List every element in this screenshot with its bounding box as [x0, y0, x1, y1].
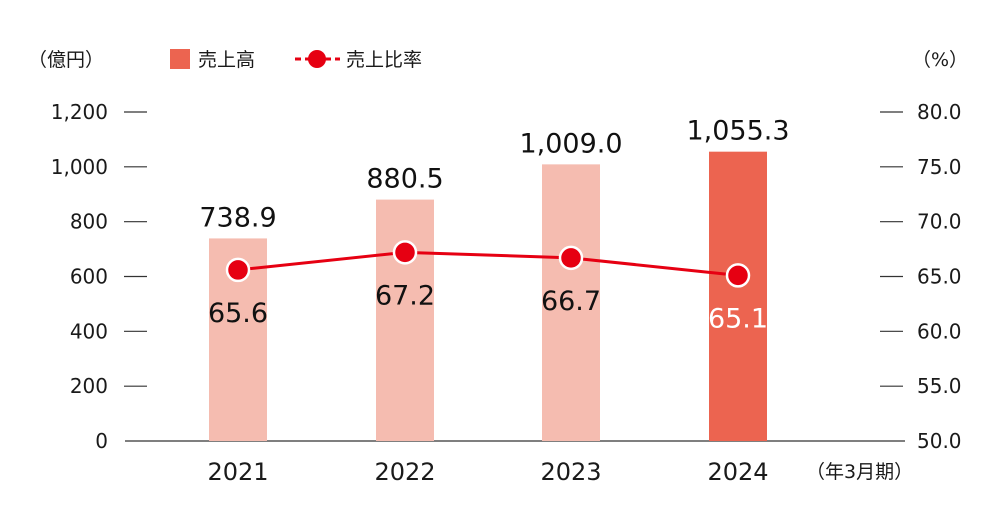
- line-value-label: 65.6: [208, 298, 268, 329]
- right-tick-label: 65.0: [917, 265, 962, 289]
- left-tick-label: 200: [70, 374, 108, 398]
- x-category-label: 2024: [707, 458, 768, 486]
- right-tick-label: 75.0: [917, 155, 962, 179]
- left-tick-label: 800: [70, 210, 108, 234]
- line-marker: [558, 245, 584, 271]
- line-marker: [725, 263, 751, 288]
- bar: [542, 164, 600, 441]
- line-value-label: 65.1: [708, 303, 768, 334]
- bars: [209, 151, 767, 441]
- x-axis-categories: 2021 2022 2023 2024: [207, 458, 768, 486]
- bar-labels: 738.9 880.5 1,009.0 1,055.3: [199, 116, 789, 234]
- right-tick-label: 55.0: [917, 374, 962, 398]
- line-value-label: 66.7: [541, 286, 601, 317]
- x-category-label: 2022: [374, 458, 435, 486]
- left-tick-label: 1,000: [51, 155, 108, 179]
- left-axis: 0 200 400 600 800 1,000 1,200: [51, 100, 147, 453]
- x-category-label: 2021: [207, 458, 268, 486]
- line-labels: 65.6 67.2 66.7 65.1: [208, 280, 768, 334]
- bar: [376, 199, 434, 441]
- legend-line-marker: [308, 50, 326, 68]
- line-marker: [392, 240, 418, 265]
- right-tick-label: 60.0: [917, 319, 962, 343]
- right-axis-unit: （%）: [912, 49, 968, 71]
- left-axis-unit: （億円）: [28, 49, 104, 71]
- right-tick-label: 50.0: [917, 429, 962, 453]
- line-path: [237, 250, 739, 277]
- bar-value-label: 880.5: [366, 164, 443, 195]
- line-marker: [225, 257, 251, 283]
- x-axis-unit: （年3月期）: [806, 461, 913, 483]
- line-series: [225, 240, 751, 288]
- bar-value-label: 1,009.0: [519, 128, 622, 159]
- legend-bar-swatch: [170, 49, 190, 69]
- legend-bar-label: 売上高: [198, 49, 255, 71]
- left-tick-label: 1,200: [51, 100, 108, 124]
- left-tick-label: 0: [95, 429, 108, 453]
- bar: [709, 151, 767, 441]
- left-tick-label: 600: [70, 265, 108, 289]
- bar-value-label: 738.9: [199, 202, 276, 233]
- right-tick-label: 80.0: [917, 100, 962, 124]
- legend: 売上高 売上比率: [170, 49, 422, 71]
- bar-value-label: 1,055.3: [686, 116, 789, 147]
- right-axis: 50.0 55.0 60.0 65.0 70.0 75.0 80.0: [880, 100, 962, 453]
- line-value-label: 67.2: [375, 280, 435, 311]
- x-category-label: 2023: [540, 458, 601, 486]
- legend-line-label: 売上比率: [346, 49, 422, 71]
- left-tick-label: 400: [70, 319, 108, 343]
- right-tick-label: 70.0: [917, 210, 962, 234]
